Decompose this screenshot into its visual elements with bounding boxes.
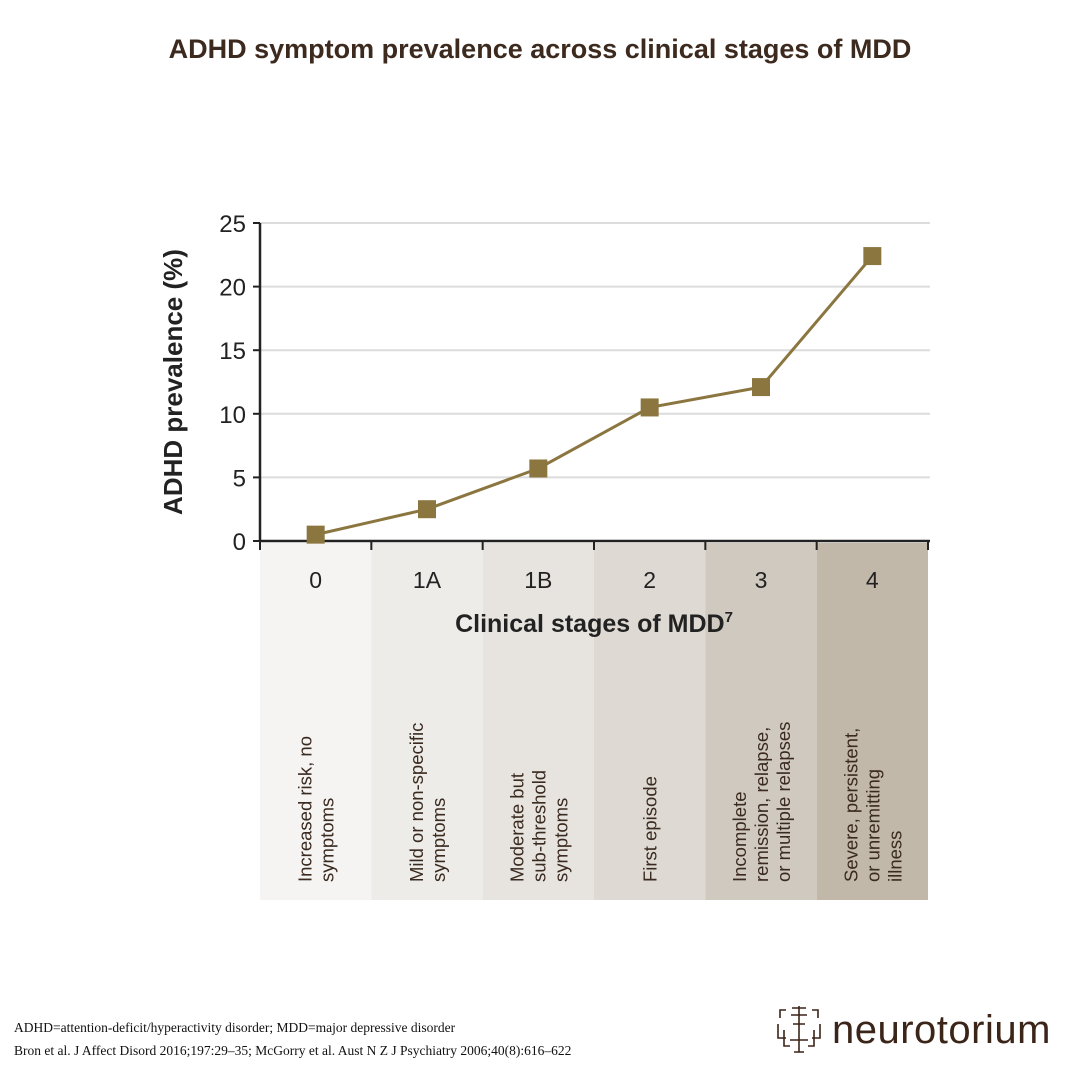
data-point [640, 398, 659, 417]
stage-description: or unremitting [862, 769, 883, 882]
x-tick-label: 4 [866, 567, 879, 593]
x-tick-label: 1B [524, 567, 552, 593]
stage-description: Mild or non-specific [406, 723, 427, 882]
stage-description: Incomplete [729, 792, 750, 883]
stage-description: Moderate but [506, 773, 527, 882]
data-point [752, 378, 770, 397]
stage-description: symptoms [428, 798, 449, 882]
stage-column [705, 543, 817, 900]
x-tick-label: 1A [413, 567, 442, 593]
y-axis-label: ADHD prevalence (%) [158, 249, 188, 515]
neurotorium-logo-icon [777, 1006, 821, 1053]
x-axis-label-superscript: 7 [725, 609, 733, 626]
stage-column [371, 543, 483, 900]
stage-description: remission, relapse, [751, 727, 772, 882]
stage-description: sub-threshold [528, 770, 549, 882]
y-tick-label: 5 [233, 465, 246, 492]
y-tick-label: 25 [219, 211, 246, 238]
x-tick-label: 3 [755, 567, 768, 593]
stage-column [260, 543, 372, 900]
stage-description: symptoms [317, 798, 338, 882]
y-tick-label: 20 [219, 275, 246, 302]
neurotorium-logo: neurotorium [776, 1004, 1051, 1056]
footnote-references: Bron et al. J Affect Disord 2016;197:29–… [14, 1043, 572, 1058]
stage-description: Severe, persistent, [840, 728, 861, 882]
footnote-abbreviations: ADHD=attention-deficit/hyperactivity dis… [14, 1020, 456, 1035]
y-tick-label: 0 [233, 529, 246, 556]
stage-column [816, 543, 928, 900]
stage-description: First episode [640, 776, 661, 882]
y-tick-label: 15 [219, 338, 246, 365]
series-line [315, 255, 874, 537]
data-point [863, 247, 882, 266]
stage-column [594, 543, 706, 900]
stage-column [482, 543, 594, 900]
y-tick-label: 10 [219, 402, 246, 429]
x-tick-label: 0 [309, 567, 322, 593]
stage-description: illness [884, 831, 905, 882]
x-tick-label: 2 [643, 567, 656, 593]
x-axis-label: Clinical stages of MDD7 [455, 609, 733, 638]
data-point [418, 500, 436, 519]
chart-title: ADHD symptom prevalence across clinical … [168, 34, 912, 64]
stage-description: or multiple relapses [773, 722, 794, 882]
stage-description: symptoms [550, 798, 571, 882]
data-point [529, 459, 548, 478]
data-point [306, 525, 325, 544]
logo-text: neurotorium [832, 1007, 1051, 1052]
stage-description: Increased risk, no [295, 736, 316, 882]
